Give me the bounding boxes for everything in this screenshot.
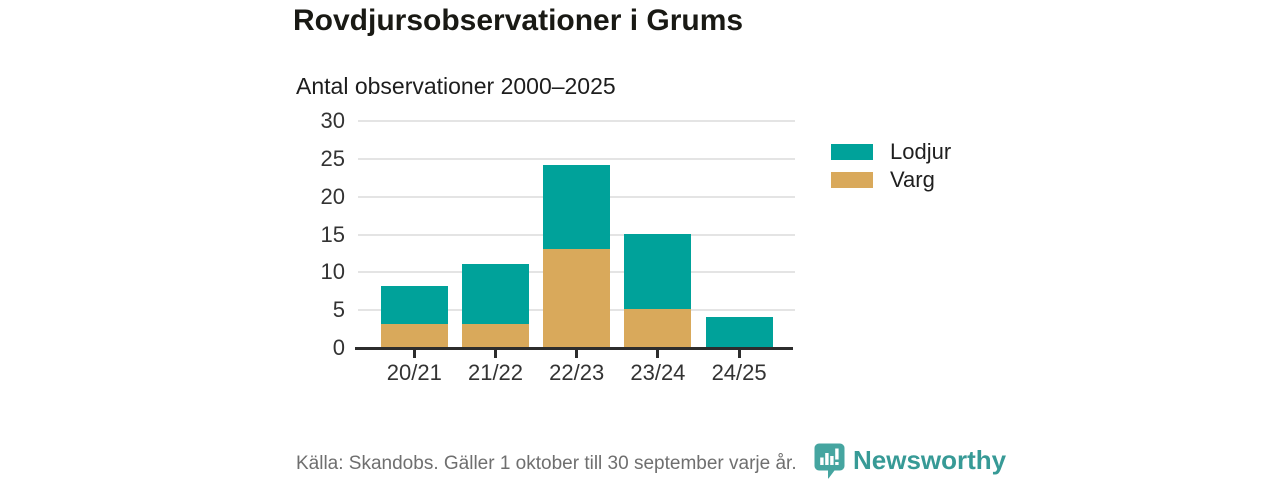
x-tick-20-21: [412, 349, 416, 358]
y-tick-label-10: 10: [320, 259, 345, 285]
bar-varg-21-22: [462, 324, 529, 347]
x-tick-24-25: [737, 349, 741, 358]
x-axis-line: [355, 347, 793, 350]
y-tick-label-25: 25: [320, 145, 345, 171]
y-tick-label-15: 15: [320, 221, 345, 247]
x-tick-label-22-23: 22/23: [549, 360, 605, 385]
bar-varg-23-24: [624, 309, 692, 347]
x-tick-label-20-21: 20/21: [386, 360, 442, 385]
source-note: Källa: Skandobs. Gäller 1 oktober till 3…: [296, 453, 797, 474]
x-tick-22-23: [575, 349, 579, 358]
legend-swatch-lodjur: [831, 144, 873, 160]
y-tick-label-5: 5: [332, 297, 345, 323]
x-tick-label-21-22: 21/22: [467, 360, 524, 385]
x-tick-23-24: [656, 349, 660, 358]
bar-varg-22-23: [543, 248, 611, 347]
bar-lodjur-22-23: [543, 165, 611, 249]
chart-subtitle: Antal observationer 2000–2025: [296, 73, 616, 99]
x-tick-21-22: [494, 349, 497, 358]
legend-item-lodjur: Lodjur: [831, 139, 951, 164]
legend-item-varg: Varg: [831, 167, 951, 192]
legend-label-lodjur: Lodjur: [890, 139, 952, 164]
legend-label-varg: Varg: [890, 167, 935, 192]
chart-title: Rovdjursobservationer i Grums: [293, 4, 744, 37]
logo-bubble-shape: [814, 443, 845, 479]
bar-lodjur-20-21: [380, 286, 448, 325]
legend: Lodjur Varg: [831, 139, 951, 200]
y-tick-label-0: 0: [332, 335, 345, 360]
y-tick-label-20: 20: [320, 183, 345, 209]
bar-varg-20-21: [380, 324, 448, 347]
newsworthy-brand: Newsworthy: [814, 443, 1006, 479]
brand-wordmark: Newsworthy: [853, 445, 1007, 475]
gridline-y-30: [358, 120, 795, 122]
bar-lodjur-21-22: [462, 263, 529, 325]
legend-swatch-varg: [831, 172, 873, 188]
newsworthy-logo-icon: [814, 443, 845, 479]
bar-lodjur-23-24: [624, 233, 692, 310]
x-tick-label-24-25: 24/25: [711, 360, 767, 385]
x-tick-label-23-24: 23/24: [630, 360, 686, 385]
gridline-y-25: [358, 157, 795, 160]
bar-lodjur-24-25: [705, 316, 773, 347]
y-tick-label-30: 30: [320, 108, 345, 133]
